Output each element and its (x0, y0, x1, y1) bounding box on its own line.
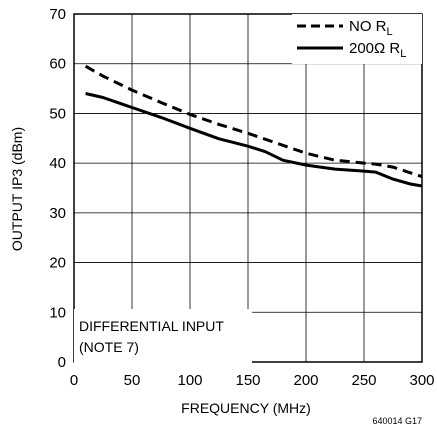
series-layer (84, 64, 423, 188)
legend-label-no-rl: NO RL (349, 18, 393, 38)
y-tick-label: 60 (49, 56, 66, 73)
y-tick-label: 30 (49, 205, 66, 222)
x-tick-label: 150 (235, 372, 260, 389)
y-tick-label: 40 (49, 155, 66, 172)
x-axis-label: FREQUENCY (MHz) (181, 400, 311, 416)
y-tick-label: 70 (49, 6, 66, 23)
y-tick-label: 50 (49, 105, 66, 122)
series-line-no-rl (84, 64, 423, 179)
y-tick-label: 10 (49, 304, 66, 321)
annotation-line-1: DIFFERENTIAL INPUT (79, 318, 224, 334)
y-tick-label: 20 (49, 255, 66, 272)
x-tick-label: 50 (124, 372, 141, 389)
x-tick-label: 200 (293, 372, 318, 389)
y-tick-label: 0 (58, 354, 66, 371)
legend-label-200-rl: 200Ω RL (349, 40, 406, 60)
x-tick-label: 100 (177, 372, 202, 389)
legend-box (292, 14, 422, 64)
annotation-box (74, 309, 252, 365)
y-axis-label: OUTPUT IP3 (dBm) (9, 127, 25, 251)
series-line-200-rl (85, 92, 423, 188)
x-tick-label: 0 (70, 372, 78, 389)
x-tick-label: 300 (409, 372, 434, 389)
tick-labels: 0 50 100 150 200 250 300 0 10 20 30 40 50 60 70 (49, 6, 434, 389)
x-tick-label: 250 (351, 372, 376, 389)
figure-id: 640014 G17 (372, 416, 422, 426)
annotation-line-2: (NOTE 7) (79, 339, 139, 355)
